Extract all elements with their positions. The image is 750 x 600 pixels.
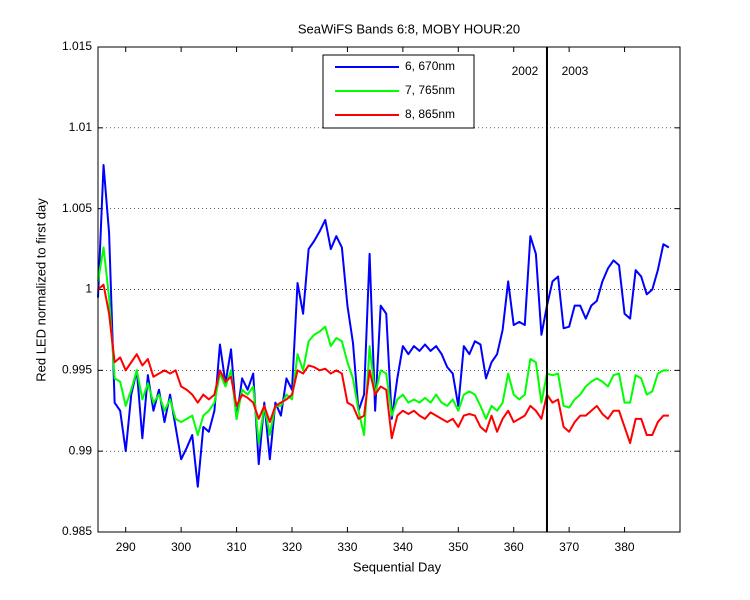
x-tick-label: 350 xyxy=(448,540,468,554)
legend-label: 7, 765nm xyxy=(405,83,455,97)
series-line xyxy=(97,164,670,488)
series-line xyxy=(97,246,669,445)
legend-label: 6, 670nm xyxy=(405,59,455,73)
y-tick-label: 1.015 xyxy=(62,39,92,53)
x-tick-label: 370 xyxy=(559,540,579,554)
x-tick-label: 300 xyxy=(171,540,191,554)
y-tick-label: 1.005 xyxy=(62,201,92,215)
chart-title: SeaWiFS Bands 6:8, MOBY HOUR:20 xyxy=(298,21,520,36)
y-tick-label: 1 xyxy=(85,282,92,296)
legend-label: 8, 865nm xyxy=(405,107,455,121)
x-tick-label: 320 xyxy=(282,540,302,554)
x-tick-label: 330 xyxy=(337,540,357,554)
y-tick-label: 1.01 xyxy=(69,120,93,134)
annotation: 2003 xyxy=(562,64,589,78)
x-tick-label: 360 xyxy=(504,540,524,554)
y-tick-label: 0.99 xyxy=(69,443,93,457)
x-tick-label: 340 xyxy=(393,540,413,554)
x-tick-label: 310 xyxy=(227,540,247,554)
series-line xyxy=(97,283,669,445)
x-tick-label: 380 xyxy=(615,540,635,554)
y-axis-label: Red LED normalized to first day xyxy=(33,198,48,382)
x-tick-label: 290 xyxy=(116,540,136,554)
y-tick-label: 0.985 xyxy=(62,524,92,538)
axes-box xyxy=(97,46,681,533)
x-axis-label: Sequential Day xyxy=(353,559,442,574)
annotation: 2002 xyxy=(512,64,539,78)
y-tick-label: 0.995 xyxy=(62,363,92,377)
